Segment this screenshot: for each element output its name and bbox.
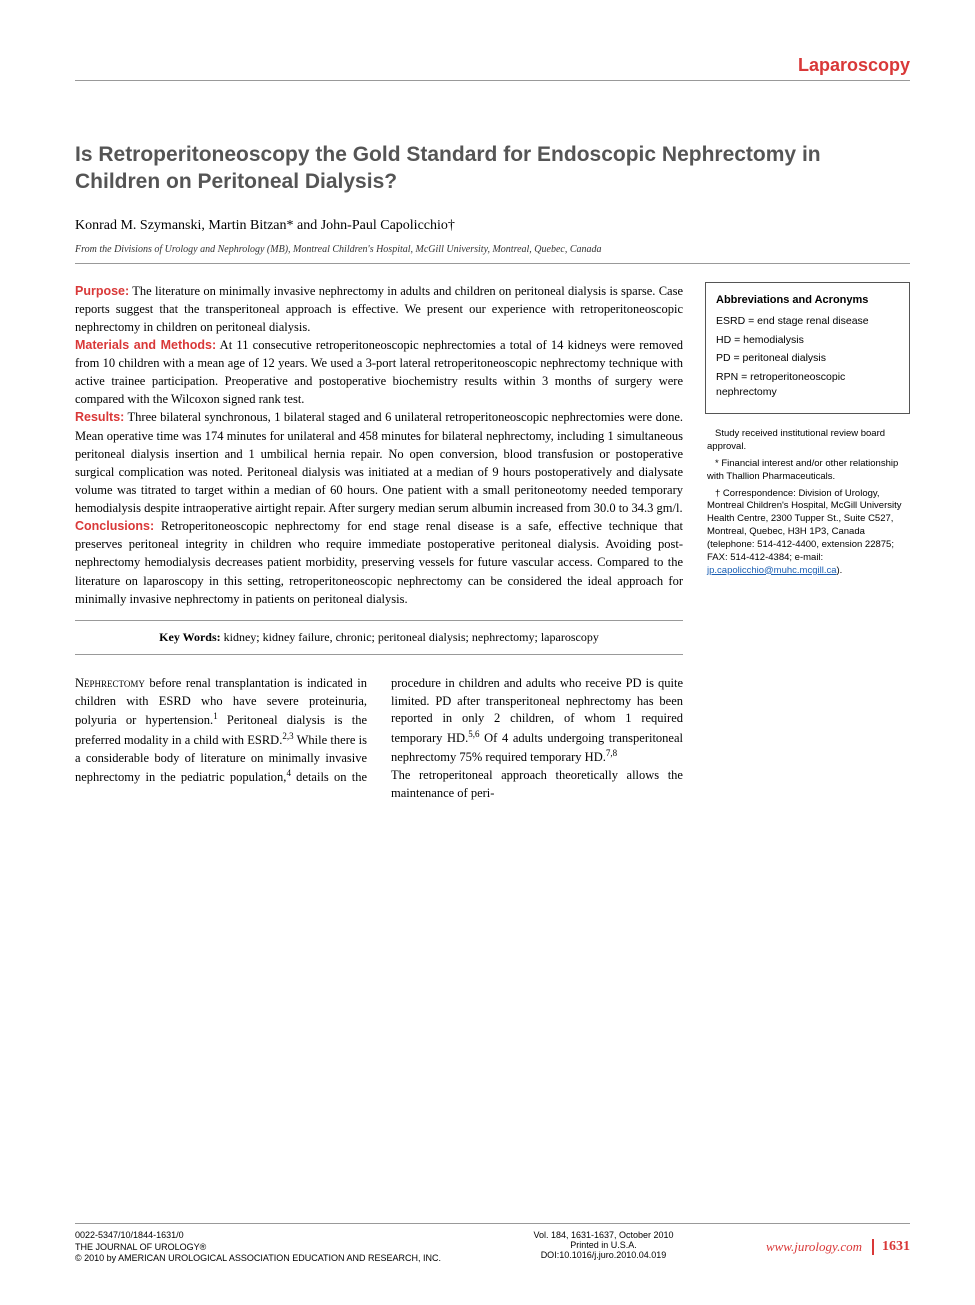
abstract-methods: Materials and Methods: At 11 consecutive… — [75, 336, 683, 409]
footer-left: 0022-5347/10/1844-1631/0 THE JOURNAL OF … — [75, 1230, 441, 1265]
footer-printed: Printed in U.S.A. — [533, 1240, 673, 1250]
abstract: Purpose: The literature on minimally inv… — [75, 282, 683, 802]
note-approval: Study received institutional review boar… — [707, 428, 908, 454]
footer-copyright: © 2010 by AMERICAN UROLOGICAL ASSOCIATIO… — [75, 1253, 441, 1265]
abbrev-item: RPN = retroperitoneoscopic nephrectomy — [716, 370, 899, 399]
footer-journal: THE JOURNAL OF UROLOGY® — [75, 1242, 441, 1254]
body-p2: The retroperitoneal approach theoretical… — [391, 768, 683, 800]
purpose-label: Purpose: — [75, 284, 129, 298]
footer-doi: DOI:10.1016/j.juro.2010.04.019 — [533, 1250, 673, 1260]
purpose-text: The literature on minimally invasive nep… — [75, 284, 683, 334]
ref-23: 2,3 — [282, 731, 293, 741]
footer-page-number: 1631 — [872, 1239, 910, 1255]
footer-vol: Vol. 184, 1631-1637, October 2010 — [533, 1230, 673, 1240]
divider — [75, 263, 910, 264]
authors: Konrad M. Szymanski, Martin Bitzan* and … — [75, 218, 910, 234]
sidebar-notes: Study received institutional review boar… — [705, 428, 910, 577]
footer-mid: Vol. 184, 1631-1637, October 2010 Printe… — [533, 1230, 673, 1265]
ref-78: 7,8 — [606, 748, 617, 758]
corr-email-link[interactable]: jp.capolicchio@muhc.mcgill.ca — [707, 565, 837, 576]
section-label: Laparoscopy — [75, 55, 910, 81]
article-title: Is Retroperitoneoscopy the Gold Standard… — [75, 141, 910, 196]
abstract-conclusions: Conclusions: Retroperitoneoscopic nephre… — [75, 517, 683, 608]
abstract-results: Results: Three bilateral synchronous, 1 … — [75, 408, 683, 517]
affiliation: From the Divisions of Urology and Nephro… — [75, 244, 910, 255]
footer-url-link[interactable]: www.jurology.com — [766, 1239, 862, 1255]
abbrev-item: ESRD = end stage renal disease — [716, 314, 899, 329]
results-text: Three bilateral synchronous, 1 bilateral… — [75, 410, 683, 515]
lead-smallcap: Nephrectomy — [75, 676, 145, 690]
abbrev-box: Abbreviations and Acronyms ESRD = end st… — [705, 282, 910, 415]
corr-text-end: ). — [837, 565, 843, 576]
corr-text: † Correspondence: Division of Urology, M… — [707, 488, 902, 563]
keywords-text: kidney; kidney failure, chronic; periton… — [221, 630, 599, 644]
methods-label: Materials and Methods: — [75, 338, 216, 352]
ref-56: 5,6 — [468, 729, 479, 739]
body-text: Nephrectomy before renal transplantation… — [75, 675, 683, 802]
note-correspondence: † Correspondence: Division of Urology, M… — [707, 488, 908, 578]
conclusions-text: Retroperitoneoscopic nephrectomy for end… — [75, 519, 683, 606]
sidebar: Abbreviations and Acronyms ESRD = end st… — [705, 282, 910, 802]
results-label: Results: — [75, 410, 124, 424]
abbrev-item: PD = peritoneal dialysis — [716, 351, 899, 366]
note-coi: * Financial interest and/or other relati… — [707, 458, 908, 484]
footer-id: 0022-5347/10/1844-1631/0 — [75, 1230, 441, 1242]
abbrev-item: HD = hemodialysis — [716, 333, 899, 348]
footer-right: www.jurology.com 1631 — [766, 1230, 910, 1265]
abbrev-heading: Abbreviations and Acronyms — [716, 293, 899, 308]
conclusions-label: Conclusions: — [75, 519, 154, 533]
abstract-purpose: Purpose: The literature on minimally inv… — [75, 282, 683, 336]
keywords-label: Key Words: — [159, 630, 220, 644]
keywords-block: Key Words: kidney; kidney failure, chron… — [75, 620, 683, 655]
footer: 0022-5347/10/1844-1631/0 THE JOURNAL OF … — [75, 1223, 910, 1265]
